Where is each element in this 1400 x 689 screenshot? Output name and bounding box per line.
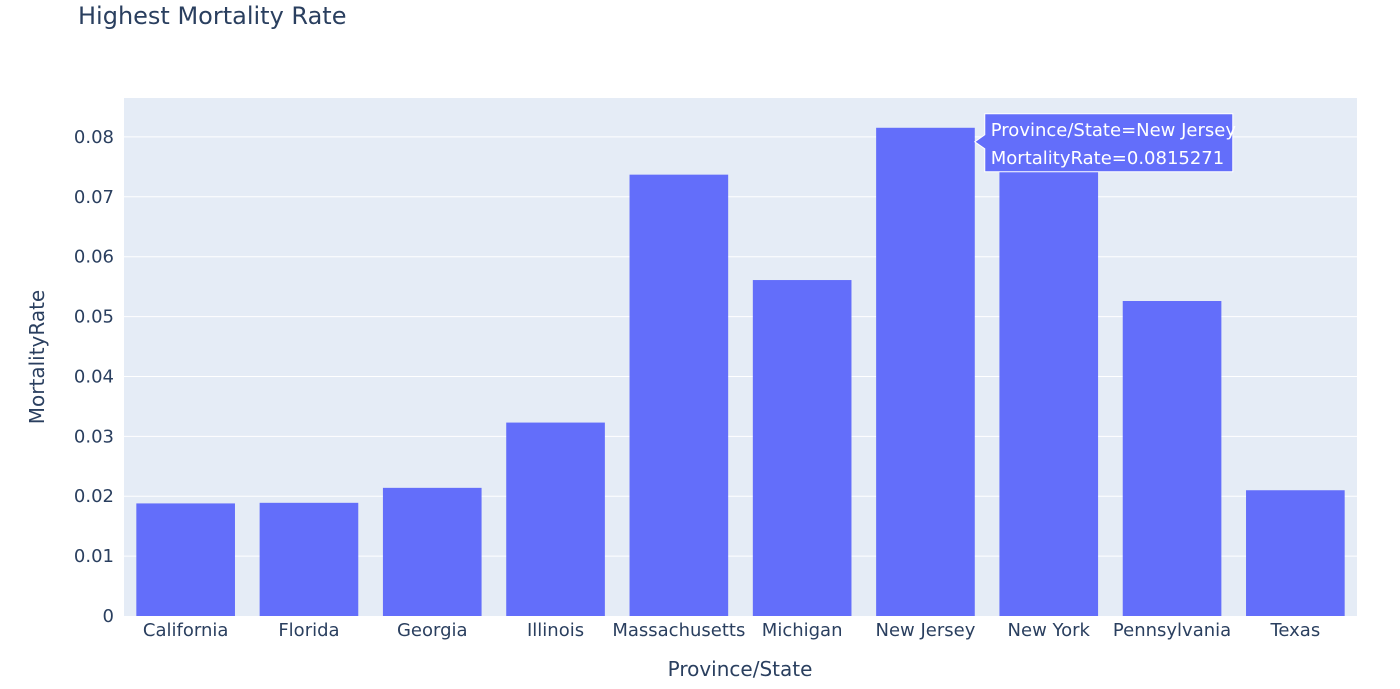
- bar[interactable]: [259, 502, 359, 616]
- bar[interactable]: [382, 487, 482, 616]
- bar[interactable]: [876, 127, 975, 616]
- bar[interactable]: [136, 503, 235, 616]
- bar[interactable]: [999, 171, 1099, 616]
- bar[interactable]: [1122, 301, 1222, 616]
- tooltip-line: MortalityRate=0.0815271: [991, 148, 1224, 169]
- y-tick-label: 0.08: [74, 127, 114, 148]
- bar[interactable]: [752, 280, 852, 616]
- bars: [136, 127, 1345, 616]
- y-tick-label: 0.01: [74, 546, 114, 567]
- bar[interactable]: [1246, 490, 1345, 616]
- y-axis-title: MortalityRate: [25, 290, 49, 424]
- y-tick-label: 0.06: [74, 247, 114, 268]
- x-tick-label: California: [143, 620, 228, 641]
- x-tick-label: Pennsylvania: [1113, 620, 1231, 641]
- y-tick-label: 0: [103, 606, 114, 627]
- x-tick-label: Florida: [278, 620, 339, 641]
- tooltip-box: [973, 113, 1234, 173]
- x-tick-label: Michigan: [762, 620, 843, 641]
- y-tick-label: 0.02: [74, 486, 114, 507]
- x-tick-label: New Jersey: [876, 620, 976, 641]
- x-tick-label: Illinois: [527, 620, 584, 641]
- y-tick-label: 0.04: [74, 366, 114, 387]
- bar[interactable]: [629, 174, 729, 616]
- chart-title: Highest Mortality Rate: [78, 2, 346, 30]
- bar[interactable]: [506, 422, 605, 616]
- x-axis-ticks: California Florida Georgia Illinois Massachu…: [143, 620, 1320, 641]
- x-tick-label: Massachusetts: [612, 620, 745, 641]
- x-tick-label: Georgia: [397, 620, 468, 641]
- tooltip-line: Province/State=New Jersey: [991, 120, 1237, 141]
- hover-tooltip: Province/State=New Jersey MortalityRate=0…: [973, 113, 1237, 173]
- y-axis-ticks: 0 0.01 0.02 0.03 0.04 0.05 0.06 0.07 0.08: [74, 127, 114, 627]
- y-tick-label: 0.05: [74, 307, 114, 328]
- y-tick-label: 0.07: [74, 187, 114, 208]
- x-tick-label: Texas: [1269, 620, 1320, 641]
- y-tick-label: 0.03: [74, 426, 114, 447]
- x-tick-label: New York: [1008, 620, 1091, 641]
- x-axis-title: Province/State: [668, 657, 813, 681]
